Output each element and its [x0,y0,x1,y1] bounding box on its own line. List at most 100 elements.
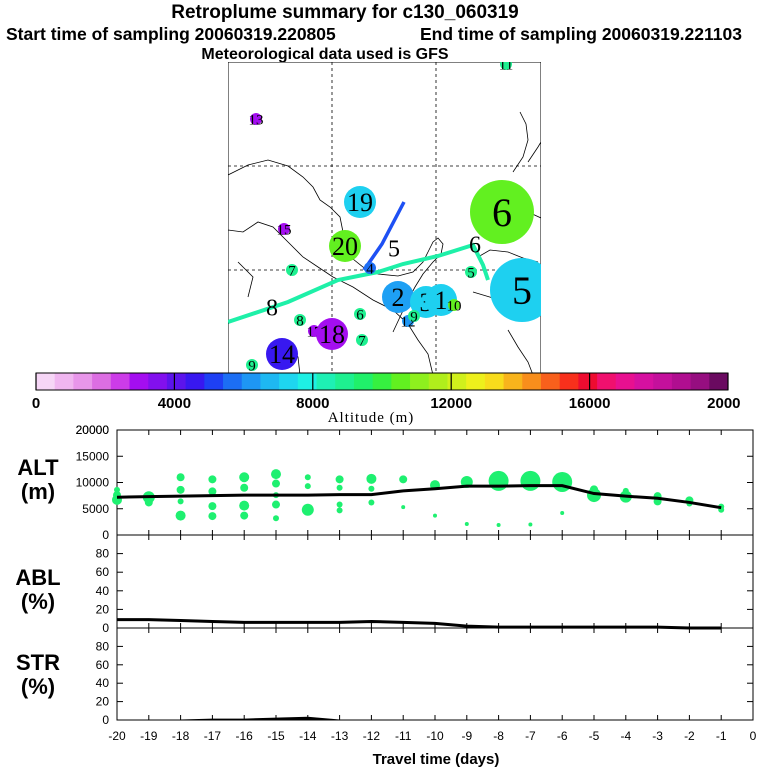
colorbar-cell [597,373,617,390]
alt-point [366,473,377,484]
trajectory-dot-label: 6 [356,307,364,323]
colorbar-cell [578,373,598,390]
colorbar-cell [92,373,112,390]
trajectory-dot [329,230,361,262]
str-area [117,716,722,721]
alt-point [304,474,311,481]
y-tick-label: 10000 [76,476,110,490]
alt-point [368,485,375,492]
trajectory-dot-label: 14 [269,340,295,369]
alt-point [208,487,217,496]
x-tick-label: -2 [684,729,695,743]
alt-point [176,485,185,494]
colorbar-cell [129,373,149,390]
time-series-panels: 0500010000150002000020000020406080020406… [76,423,757,768]
trajectory-dot-label: 2 [392,283,405,312]
trajectory-dot [382,281,414,313]
colorbar-cell [615,373,635,390]
x-tick-label: -14 [299,729,317,743]
colorbar-tick-label: 12000 [430,395,472,412]
colorbar-cell [690,373,710,390]
trajectory-dot [356,334,368,346]
x-tick-label: -19 [140,729,158,743]
trajectory-track [228,242,490,324]
x-tick-label: -6 [557,729,568,743]
colorbar-tick-label: 8000 [296,395,329,412]
x-tick-label: -9 [461,729,472,743]
trajectory-dot [250,113,262,125]
y-tick-label: 5000 [82,502,109,516]
alt-point [528,522,533,527]
y-tick-label: 60 [96,658,110,672]
abl-panel-label: ABL (%) [15,565,61,614]
trajectory-dot-label: 15 [277,222,292,238]
trajectory-dot-label: 5 [512,268,532,313]
alt-point [399,475,408,484]
y-tick-label: 20000 [76,423,110,437]
start-time-label: Start time of sampling 20060319.220805 [6,24,336,44]
alt-point [301,503,314,516]
x-tick-label: -3 [652,729,663,743]
colorbar-cell [428,373,448,390]
y-tick-label: 60 [96,565,110,579]
y-tick-label: 0 [102,528,109,542]
x-tick-label: -15 [267,729,285,743]
alt-point [552,471,573,492]
trajectory-dot-label: 19 [347,188,373,217]
colorbar-cell [279,373,299,390]
trajectory-dot-label: 6 [492,190,512,235]
colorbar-cell [297,373,318,390]
alt-point [273,515,279,522]
colorbar-cell [709,373,729,390]
trajectory-dot [490,258,541,322]
x-tick-label: -5 [589,729,600,743]
x-tick-label: -7 [525,729,536,743]
alt-point [177,498,184,505]
alt-point [272,479,280,488]
trajectory-dot [465,266,477,278]
trajectory-dot-label: 7 [358,333,366,349]
trajectory-tracks [228,201,490,324]
trajectory-dot-label: 18 [319,320,345,349]
trajectory-map: 131961520567452315868171871491112910 [228,62,541,375]
alt-point [336,507,343,514]
alt-point [208,512,217,521]
y-tick-label: 0 [102,621,109,635]
alt-point [433,513,437,518]
trajectory-track [362,201,406,271]
x-axis-label: Travel time (days) [373,751,500,768]
trajectory-dot-label: 13 [249,112,264,128]
alt-point [208,502,217,511]
colorbar-cell [540,373,561,390]
colorbar-cell [466,373,486,390]
trajectory-dot [448,299,460,311]
trajectory-dot-label: 1 [435,286,448,315]
str-panel: 0 20 40 60 80 [96,627,754,727]
alt-point [240,483,249,492]
trajectory-dot [344,186,376,218]
alt-point [175,510,186,521]
chart-title: Retroplume summary for c130_060319 [171,2,519,23]
str-panel-label: STR (%) [16,650,60,699]
x-tick-label: 0 [750,729,757,743]
alt-point [488,470,509,491]
colorbar-cell [653,373,673,390]
abl-panel: 0 20 40 60 80 [96,534,754,635]
y-tick-label: 0 [102,713,109,727]
x-tick-label: -17 [204,729,222,743]
alt-point [401,505,406,510]
colorbar-tick-label: 4000 [158,395,191,412]
colorbar-cell [503,373,523,390]
x-tick-label: -20 [108,729,126,743]
colorbar-cell [410,373,430,390]
trajectory-dot [408,310,420,322]
x-tick-label: -10 [426,729,444,743]
x-tick-label: -4 [620,729,631,743]
alt-point [560,510,565,515]
alt-point [271,469,281,480]
trajectory-dot [500,62,512,70]
alt-point [464,521,469,526]
colorbar-cell [241,373,261,390]
trajectory-dot-label: 9 [248,358,256,374]
colorbar-cell [148,373,168,390]
